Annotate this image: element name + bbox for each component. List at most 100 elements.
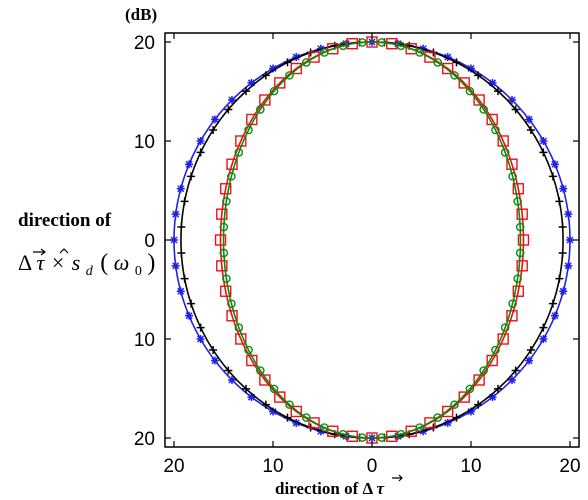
data-marker [292, 418, 301, 427]
data-marker [452, 413, 461, 422]
data-marker [513, 197, 522, 206]
data-marker [473, 94, 485, 106]
data-marker [285, 400, 294, 409]
data-marker [210, 356, 219, 365]
series-star [170, 38, 574, 442]
ylabel-sub-0: 0 [135, 264, 142, 279]
data-marker [308, 51, 320, 63]
series-square [214, 36, 530, 444]
data-marker [452, 58, 461, 67]
data-marker [511, 105, 520, 114]
data-marker [548, 299, 557, 308]
y-tick-label: 20 [134, 429, 155, 450]
data-marker [559, 184, 568, 193]
data-marker [415, 423, 425, 432]
data-marker [558, 223, 567, 232]
data-marker [302, 58, 311, 67]
data-marker [338, 41, 348, 51]
y-tick-label: 10 [134, 330, 155, 351]
series-plus [177, 38, 567, 442]
data-marker [219, 285, 232, 297]
data-marker [377, 38, 387, 47]
data-marker [196, 335, 205, 343]
data-marker [259, 94, 271, 106]
data-marker [443, 418, 452, 427]
data-marker [512, 285, 525, 297]
data-marker [227, 376, 236, 385]
data-marker [526, 125, 535, 134]
data-marker [176, 287, 185, 296]
data-marker [548, 172, 557, 181]
data-marker [488, 78, 497, 87]
data-marker [219, 248, 229, 258]
ylabel-close: ) [147, 250, 155, 276]
data-marker [526, 346, 535, 355]
y-tick-label: 20 [134, 33, 155, 54]
data-marker [558, 248, 567, 257]
data-marker [302, 413, 311, 422]
data-marker [517, 234, 530, 246]
data-marker [473, 374, 485, 386]
data-marker [187, 299, 196, 308]
ylabel-tau-arrow [33, 248, 46, 256]
data-marker [508, 376, 517, 385]
data-marker [226, 158, 238, 170]
data-marker [259, 374, 271, 386]
data-marker [488, 393, 497, 402]
data-marker [493, 87, 502, 96]
data-marker [261, 71, 270, 80]
data-marker [227, 299, 236, 308]
data-marker [479, 366, 488, 375]
data-marker [216, 208, 228, 220]
data-marker [474, 71, 483, 80]
data-marker [513, 274, 522, 283]
data-marker [222, 197, 231, 206]
ylabel-open: ( [100, 250, 108, 276]
data-marker [508, 95, 517, 104]
data-marker [269, 86, 279, 96]
series-line [180, 41, 564, 439]
data-marker [433, 413, 442, 422]
data-marker [170, 236, 178, 244]
data-marker [415, 48, 425, 57]
data-marker [539, 148, 548, 157]
data-marker [377, 433, 387, 442]
data-marker [176, 184, 185, 193]
data-marker [177, 223, 186, 232]
data-marker [458, 391, 470, 403]
data-marker [219, 183, 232, 195]
data-marker [247, 393, 256, 402]
data-marker [515, 248, 525, 258]
data-marker [500, 148, 510, 157]
data-marker [442, 405, 454, 418]
data-marker [525, 356, 534, 365]
data-marker [180, 197, 189, 206]
x-tick-label: 20 [559, 456, 580, 477]
data-marker [256, 105, 265, 114]
data-marker [209, 346, 218, 355]
data-marker [244, 125, 253, 135]
data-marker [465, 384, 475, 394]
ylabel-s: s [72, 250, 81, 275]
data-marker [319, 423, 329, 432]
data-marker [256, 366, 265, 375]
data-marker [357, 38, 367, 47]
data-marker [555, 197, 564, 206]
data-marker [227, 172, 236, 181]
data-marker [180, 274, 189, 283]
data-marker [491, 125, 500, 135]
data-marker [516, 260, 528, 272]
data-marker [564, 210, 573, 219]
data-marker [283, 413, 292, 422]
plot-frame [164, 32, 580, 448]
data-marker [500, 323, 510, 332]
data-marker [222, 274, 231, 283]
data-marker [242, 87, 251, 96]
x-axis-label: direction of Δ τ [275, 479, 384, 498]
y-axis-label-line1: direction of [18, 210, 112, 231]
data-marker [465, 86, 475, 96]
ylabel-times: × [52, 250, 64, 275]
xlabel-prefix: direction of Δ [275, 479, 374, 498]
data-marker [224, 105, 233, 114]
data-marker [319, 48, 329, 57]
